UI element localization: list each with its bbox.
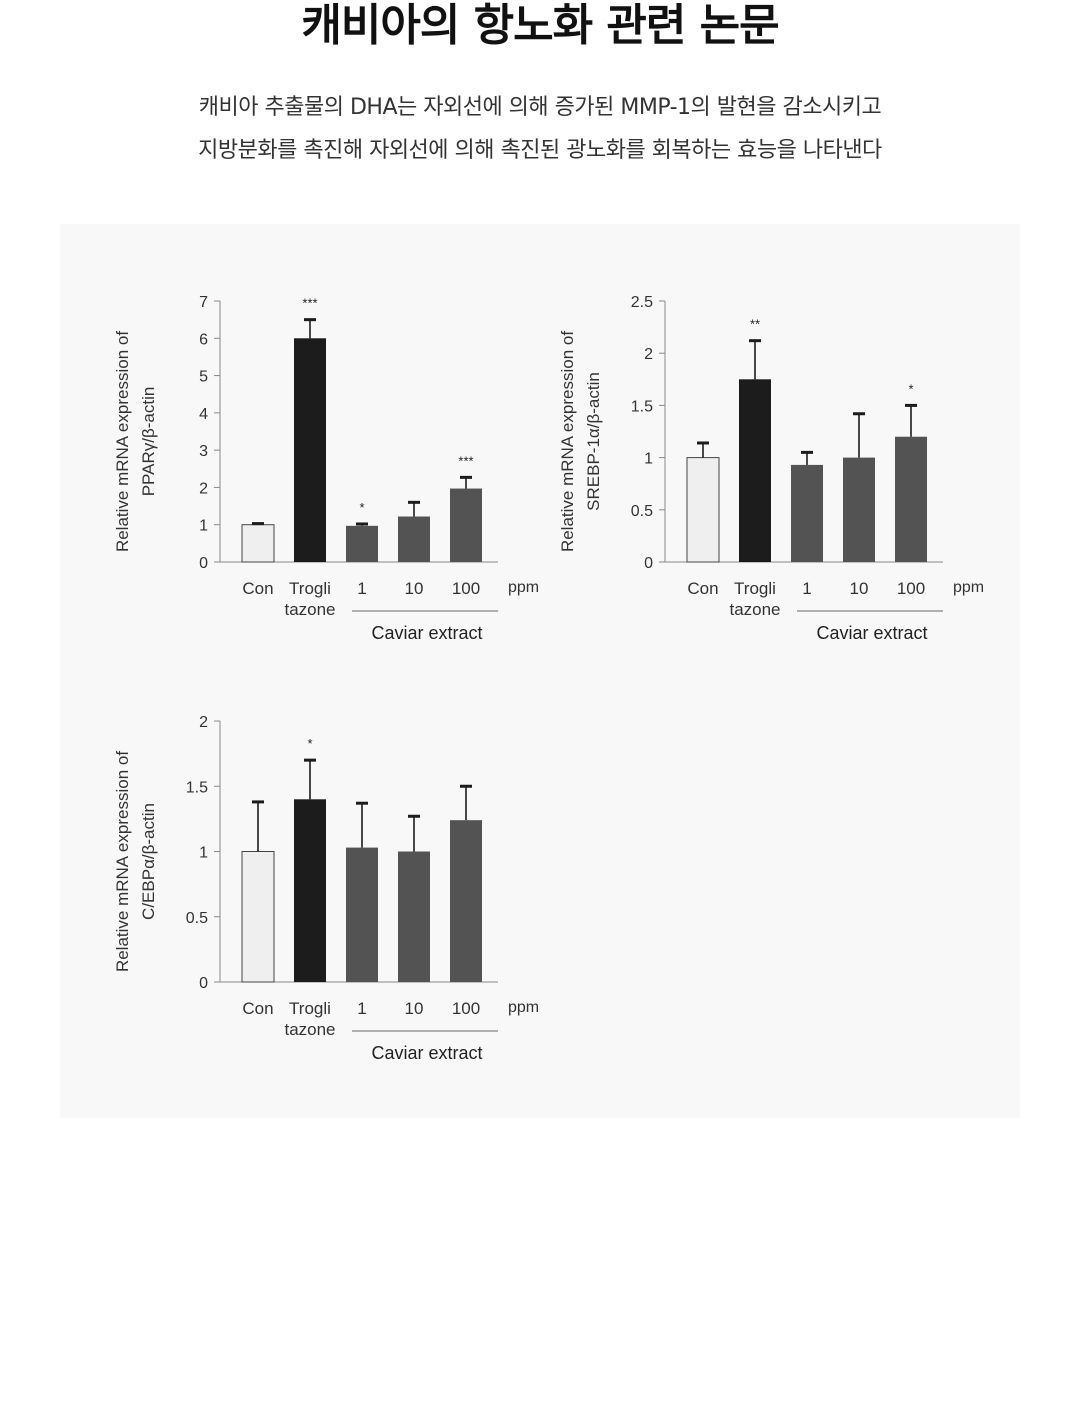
x-category-label: 100 bbox=[452, 579, 480, 598]
unit-label: ppm bbox=[508, 579, 539, 596]
chart-panel: 0 1 2 3 4 5 6 7 Relative mRNA expression of PPARγ… bbox=[60, 224, 1020, 1118]
unit-label: ppm bbox=[953, 579, 984, 596]
x-category-label: 100 bbox=[897, 579, 925, 598]
y-tick-label: 1 bbox=[199, 845, 208, 862]
y-tick-label: 1.5 bbox=[186, 779, 208, 796]
ppar-gamma-chart: 0 1 2 3 4 5 6 7 Relative mRNA expression of PPARγ… bbox=[113, 294, 539, 643]
y-tick-label: 4 bbox=[199, 406, 208, 423]
y-tick-label: 0 bbox=[199, 555, 208, 572]
y-tick-label: 0 bbox=[199, 975, 208, 992]
x-category-label: tazone bbox=[284, 600, 335, 619]
x-category-label: Trogli bbox=[734, 579, 776, 598]
significance-marker: * bbox=[908, 381, 913, 396]
bar-4 bbox=[398, 516, 430, 562]
significance-marker: *** bbox=[302, 296, 317, 311]
y-tick-label: 2 bbox=[199, 714, 208, 731]
significance-marker: *** bbox=[458, 453, 473, 468]
bar-2 bbox=[294, 799, 326, 982]
x-category-label: 10 bbox=[405, 999, 424, 1018]
bar-1 bbox=[241, 851, 275, 983]
bar-3 bbox=[346, 847, 378, 982]
y-axis-label-gene: PPARγ/β-actin bbox=[139, 387, 158, 497]
y-axis-label: Relative mRNA expression of bbox=[113, 331, 132, 552]
y-axis-label-gene: C/EBPα/β-actin bbox=[139, 803, 158, 920]
bar-4 bbox=[843, 457, 875, 562]
x-category-label: Trogli bbox=[289, 579, 331, 598]
bar-5 bbox=[450, 488, 482, 562]
significance-marker: * bbox=[359, 500, 364, 515]
srebp-1a-chart: 0 0.5 1 1.5 2 2.5 Relative mRNA expression of S… bbox=[558, 294, 984, 643]
bar-5 bbox=[450, 820, 482, 982]
x-category-label: 100 bbox=[452, 999, 480, 1018]
y-tick-label: 1 bbox=[644, 451, 653, 468]
group-label: Caviar extract bbox=[816, 623, 927, 643]
x-category-label: Con bbox=[242, 579, 273, 598]
x-category-label: 10 bbox=[850, 579, 869, 598]
y-tick-label: 0.5 bbox=[186, 910, 208, 927]
bar-3 bbox=[346, 525, 378, 562]
x-category-label: tazone bbox=[284, 1020, 335, 1039]
bar-4 bbox=[398, 851, 430, 982]
x-category-label: 1 bbox=[802, 579, 811, 598]
y-tick-label: 7 bbox=[199, 294, 208, 311]
bar-2 bbox=[294, 338, 326, 562]
x-category-label: 1 bbox=[357, 579, 366, 598]
y-tick-label: 1 bbox=[199, 518, 208, 535]
x-category-label: Con bbox=[242, 999, 273, 1018]
subtitle-line-2: 지방분화를 촉진해 자외선에 의해 촉진된 광노화를 회복하는 효능을 나타낸다 bbox=[198, 138, 882, 163]
x-category-label: Trogli bbox=[289, 999, 331, 1018]
group-label: Caviar extract bbox=[371, 1043, 482, 1063]
y-axis-label: Relative mRNA expression of bbox=[558, 331, 577, 552]
y-axis-label: Relative mRNA expression of bbox=[113, 751, 132, 972]
page-title: 캐비아의 항노화 관련 논문 bbox=[301, 0, 779, 51]
subtitle-line-1: 캐비아 추출물의 DHA는 자외선에 의해 증가된 MMP-1의 발현을 감소시… bbox=[198, 95, 882, 120]
significance-marker: * bbox=[307, 736, 312, 751]
y-tick-label: 6 bbox=[199, 331, 208, 348]
y-tick-label: 5 bbox=[199, 369, 208, 386]
y-tick-label: 2 bbox=[199, 480, 208, 497]
bar-2 bbox=[739, 379, 771, 562]
y-tick-label: 3 bbox=[199, 443, 208, 460]
cebp-alpha-chart: 0 0.5 1 1.5 2 Relative mRNA expression of C/EB… bbox=[113, 714, 539, 1063]
bar-5 bbox=[895, 436, 927, 562]
bar-1 bbox=[241, 524, 275, 563]
bar-3 bbox=[791, 464, 823, 562]
y-tick-label: 2.5 bbox=[631, 294, 653, 311]
x-category-label: 10 bbox=[405, 579, 424, 598]
y-tick-label: 2 bbox=[644, 346, 653, 363]
y-tick-label: 0.5 bbox=[631, 503, 653, 520]
x-category-label: tazone bbox=[729, 600, 780, 619]
bar-1 bbox=[686, 457, 720, 563]
y-tick-label: 0 bbox=[644, 555, 653, 572]
unit-label: ppm bbox=[508, 999, 539, 1016]
x-category-label: 1 bbox=[357, 999, 366, 1018]
x-category-label: Con bbox=[687, 579, 718, 598]
y-tick-label: 1.5 bbox=[631, 398, 653, 415]
group-label: Caviar extract bbox=[371, 623, 482, 643]
y-axis-label-gene: SREBP-1α/β-actin bbox=[584, 372, 603, 511]
significance-marker: ** bbox=[750, 317, 760, 332]
